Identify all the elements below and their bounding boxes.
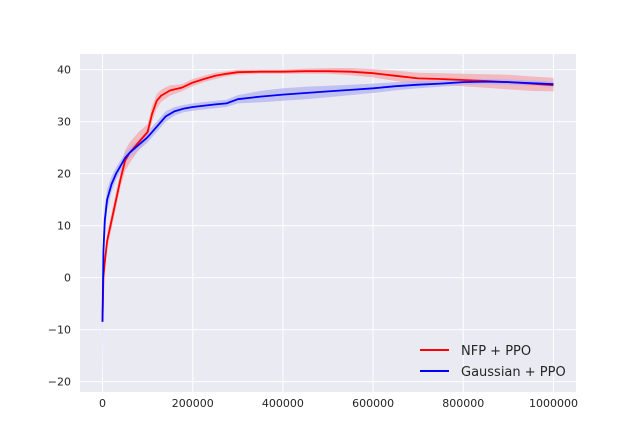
x-tick-label: 800000 — [442, 397, 484, 410]
legend: NFP + PPO Gaussian + PPO — [420, 344, 566, 380]
grid — [80, 54, 576, 392]
y-tick-label: −10 — [48, 324, 71, 337]
y-tick-label: 0 — [64, 272, 71, 285]
series-lines — [101, 70, 554, 322]
y-tick-label: −20 — [48, 376, 71, 389]
legend-label-0: NFP + PPO — [461, 344, 531, 359]
y-tick-label: 40 — [57, 64, 71, 77]
y-tick-label: 20 — [57, 168, 71, 181]
series-line-0 — [101, 70, 554, 322]
x-tick-label: 0 — [99, 397, 106, 410]
x-tick-label: 200000 — [172, 397, 214, 410]
x-tick-label: 400000 — [262, 397, 304, 410]
y-tick-label: 10 — [57, 220, 71, 233]
legend-label-1: Gaussian + PPO — [461, 365, 566, 380]
series-line-1 — [101, 80, 554, 322]
plot-background — [80, 54, 576, 392]
x-tick-label: 1000000 — [529, 397, 578, 410]
y-tick-label: 30 — [57, 116, 71, 129]
tick-labels: 0 200000 400000 600000 800000 1000000 −20 −10 0 1… — [48, 64, 578, 410]
x-tick-label: 600000 — [352, 397, 394, 410]
